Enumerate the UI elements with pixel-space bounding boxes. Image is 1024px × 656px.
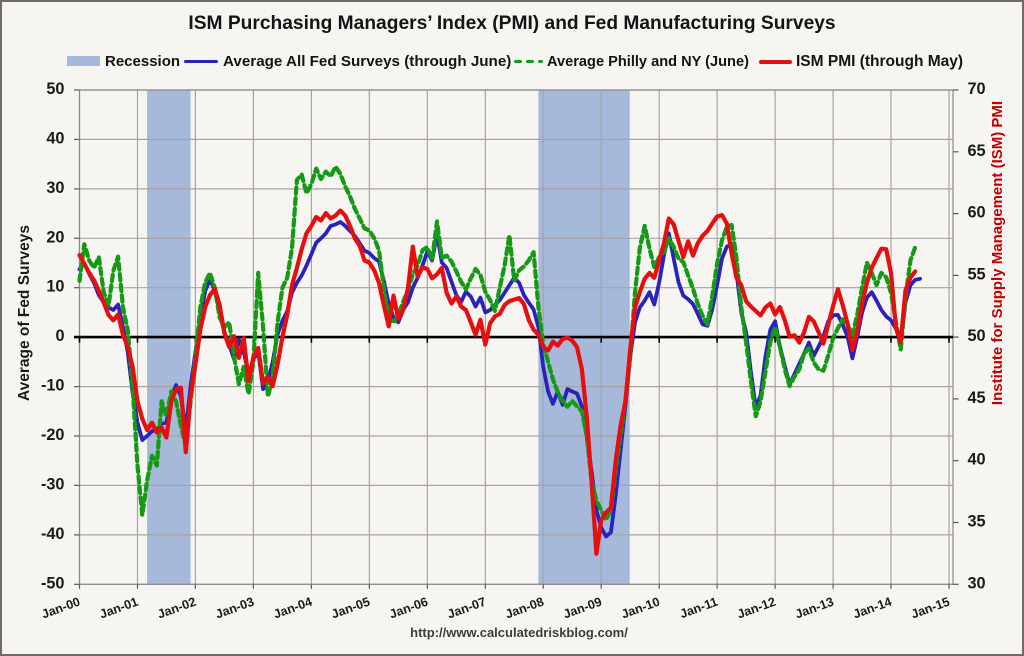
svg-text:30: 30 — [46, 179, 64, 197]
svg-text:Jan-11: Jan-11 — [678, 595, 720, 622]
svg-text:Jan-03: Jan-03 — [214, 595, 256, 622]
svg-text:0: 0 — [55, 327, 64, 345]
svg-text:70: 70 — [967, 80, 985, 98]
svg-text:20: 20 — [46, 228, 64, 246]
svg-text:Jan-02: Jan-02 — [156, 595, 198, 622]
svg-text:Jan-10: Jan-10 — [619, 595, 661, 622]
svg-text:10: 10 — [46, 278, 64, 296]
svg-text:Jan-09: Jan-09 — [561, 595, 603, 622]
svg-text:30: 30 — [967, 574, 985, 592]
svg-text:Jan-14: Jan-14 — [851, 595, 893, 622]
svg-text:Jan-15: Jan-15 — [909, 595, 951, 622]
svg-text:Jan-06: Jan-06 — [388, 595, 430, 622]
svg-text:60: 60 — [967, 204, 985, 222]
svg-text:Jan-12: Jan-12 — [735, 595, 777, 622]
svg-text:-40: -40 — [41, 525, 65, 543]
svg-text:-10: -10 — [41, 377, 65, 395]
svg-text:55: 55 — [967, 265, 985, 283]
svg-text:Jan-00: Jan-00 — [40, 595, 82, 622]
svg-text:45: 45 — [967, 389, 985, 407]
svg-text:Jan-13: Jan-13 — [793, 595, 835, 622]
svg-text:-30: -30 — [41, 475, 65, 493]
svg-text:-50: -50 — [41, 574, 65, 592]
svg-text:Jan-08: Jan-08 — [503, 595, 545, 622]
svg-text:Jan-04: Jan-04 — [272, 595, 314, 622]
svg-text:40: 40 — [46, 129, 64, 147]
svg-text:40: 40 — [967, 451, 985, 469]
svg-text:50: 50 — [967, 327, 985, 345]
svg-text:Institute for Supply Managemen: Institute for Supply Management (ISM) PM… — [989, 101, 1006, 405]
svg-text:Jan-01: Jan-01 — [98, 595, 140, 622]
svg-text:-20: -20 — [41, 426, 65, 444]
svg-text:Jan-05: Jan-05 — [330, 595, 372, 622]
svg-text:Jan-07: Jan-07 — [446, 595, 488, 622]
svg-text:Average of Fed Surveys: Average of Fed Surveys — [16, 225, 33, 401]
svg-text:65: 65 — [967, 142, 985, 160]
svg-text:35: 35 — [967, 512, 985, 530]
svg-text:50: 50 — [46, 80, 64, 98]
